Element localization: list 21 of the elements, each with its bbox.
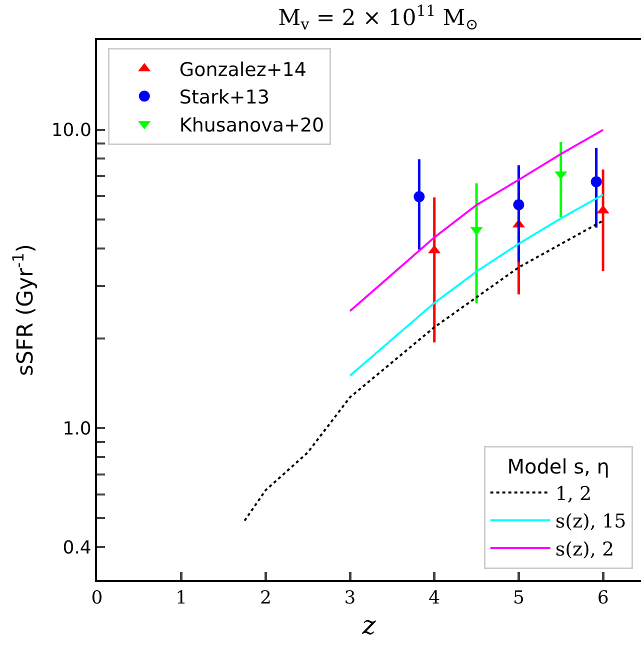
line-series (349, 128, 604, 312)
x-tick-label: 5 (512, 588, 524, 609)
x-tick-label: 2 (260, 588, 272, 609)
legend-label: s(z), 2 (555, 538, 614, 560)
x-tick-label: 0 (91, 588, 103, 609)
y-tick-label: 1.0 (62, 418, 92, 440)
legend-label: Gonzalez+14 (179, 58, 306, 81)
line-series (349, 194, 604, 377)
x-tick-label: 6 (597, 588, 609, 609)
x-tick-label: 3 (344, 588, 356, 609)
x-tick-label: 4 (428, 588, 440, 609)
x-axis-title: z (361, 610, 376, 641)
legend-label: Khusanova+20 (179, 114, 324, 136)
legend-title: Model s, η (507, 454, 610, 479)
legend-label: Stark+13 (179, 86, 270, 109)
legend-label: 1, 2 (555, 482, 592, 505)
legend-label: s(z), 15 (555, 510, 626, 533)
x-tick-label: 1 (176, 588, 188, 609)
y-tick-label: 0.4 (62, 537, 92, 558)
y-tick-label: 10.0 (51, 120, 92, 142)
chart-title: M$_{v}$ = 2 × 10$^{11}$ M$_{⊙}$ (278, 2, 478, 34)
